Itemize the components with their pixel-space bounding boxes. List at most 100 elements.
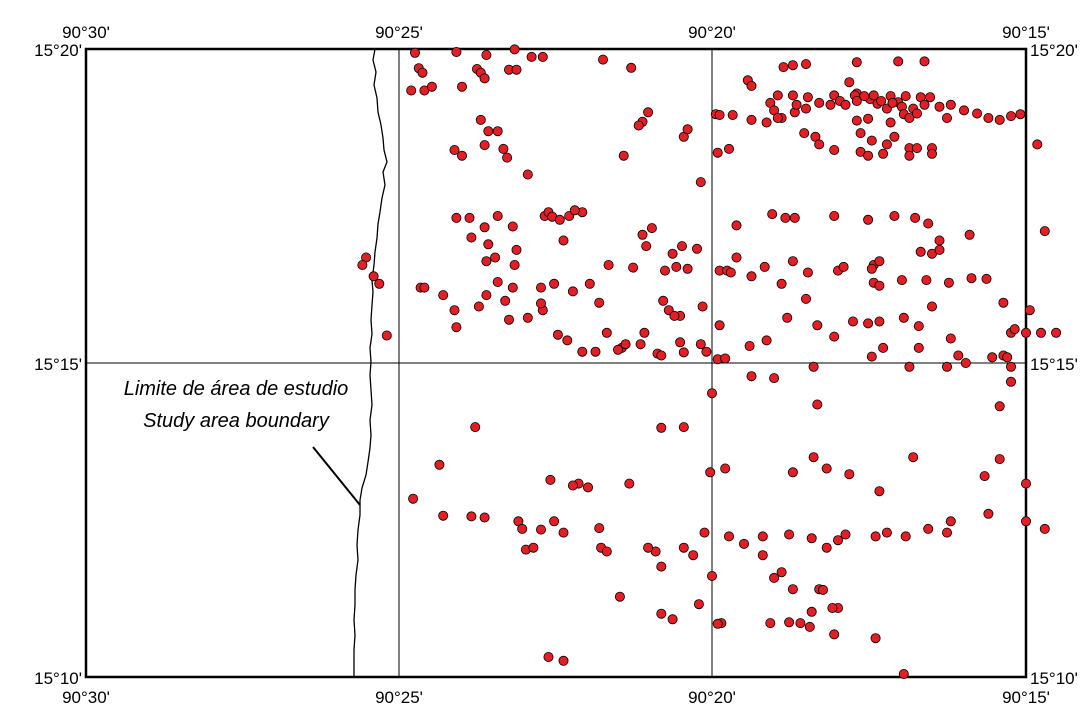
sample-point bbox=[959, 105, 970, 116]
sample-point bbox=[942, 361, 953, 372]
sample-point bbox=[490, 252, 501, 263]
sample-point bbox=[1006, 361, 1017, 372]
sample-point bbox=[656, 561, 667, 572]
sample-point bbox=[498, 143, 509, 154]
sample-point bbox=[921, 275, 932, 286]
sample-point bbox=[829, 629, 840, 640]
sample-point bbox=[727, 110, 738, 121]
sample-point bbox=[639, 327, 650, 338]
sample-point bbox=[567, 480, 578, 491]
sample-point bbox=[660, 265, 671, 276]
sample-point bbox=[919, 56, 930, 67]
sample-point bbox=[554, 214, 565, 225]
sample-point bbox=[851, 96, 862, 107]
sample-point bbox=[633, 120, 644, 131]
sample-point bbox=[731, 252, 742, 263]
bottom-tick-label: 90°30' bbox=[62, 688, 110, 707]
sample-point bbox=[693, 599, 704, 610]
sample-point bbox=[799, 128, 810, 139]
sample-point bbox=[678, 347, 689, 358]
sample-point bbox=[927, 148, 938, 159]
sample-point bbox=[812, 320, 823, 331]
sample-point bbox=[863, 150, 874, 161]
sample-point bbox=[972, 108, 983, 119]
sample-point bbox=[757, 531, 768, 542]
sample-point bbox=[945, 99, 956, 110]
sample-point bbox=[511, 244, 522, 255]
sample-point bbox=[357, 259, 368, 270]
sample-point bbox=[1006, 111, 1017, 122]
sample-point bbox=[821, 542, 832, 553]
sample-point bbox=[851, 115, 862, 126]
sample-point bbox=[925, 92, 936, 103]
sample-point bbox=[994, 401, 1005, 412]
sample-point bbox=[1036, 327, 1047, 338]
sample-point bbox=[1009, 324, 1020, 335]
sample-point bbox=[910, 212, 921, 223]
sample-point bbox=[594, 297, 605, 308]
sample-point bbox=[368, 271, 379, 282]
sample-point bbox=[772, 90, 783, 101]
bottom-tick-label: 90°15' bbox=[1002, 688, 1050, 707]
sample-point bbox=[893, 56, 904, 67]
sample-point bbox=[1039, 226, 1050, 237]
sample-point bbox=[966, 273, 977, 284]
sample-point bbox=[840, 529, 851, 540]
sample-point bbox=[776, 567, 787, 578]
sample-point bbox=[874, 256, 885, 267]
sample-point bbox=[712, 147, 723, 158]
sample-point bbox=[682, 263, 693, 274]
sample-point bbox=[772, 113, 783, 124]
sample-point bbox=[746, 114, 757, 125]
sample-point bbox=[594, 523, 605, 534]
sample-point bbox=[438, 290, 449, 301]
sample-point bbox=[720, 463, 731, 474]
sample-point bbox=[942, 527, 953, 538]
sample-point bbox=[613, 344, 624, 355]
sample-point bbox=[483, 239, 494, 250]
sample-point bbox=[789, 212, 800, 223]
sample-point bbox=[767, 209, 778, 220]
sample-point bbox=[724, 531, 735, 542]
sample-point bbox=[904, 150, 915, 161]
sample-point bbox=[456, 81, 467, 92]
sample-point bbox=[408, 493, 419, 504]
top-tick-label: 90°30' bbox=[62, 23, 110, 42]
sample-point bbox=[558, 655, 569, 666]
sample-point bbox=[536, 298, 547, 309]
sample-point bbox=[562, 335, 573, 346]
sample-point bbox=[449, 144, 460, 155]
sample-point bbox=[915, 246, 926, 257]
sample-point bbox=[483, 126, 494, 137]
sample-point bbox=[1039, 523, 1050, 534]
sample-point bbox=[808, 361, 819, 372]
sample-point bbox=[406, 85, 417, 96]
sample-point bbox=[618, 150, 629, 161]
sample-point bbox=[543, 652, 554, 663]
sample-point bbox=[994, 454, 1005, 465]
sample-point bbox=[620, 339, 631, 350]
sample-point bbox=[1021, 516, 1032, 527]
sample-point bbox=[522, 169, 533, 180]
top-tick-label: 90°20' bbox=[688, 23, 736, 42]
sample-point bbox=[707, 571, 718, 582]
sample-point bbox=[791, 99, 802, 110]
sample-point bbox=[481, 50, 492, 61]
sample-point bbox=[885, 117, 896, 128]
sample-point bbox=[874, 316, 885, 327]
sample-point bbox=[536, 524, 547, 535]
sample-point bbox=[765, 618, 776, 629]
sample-point bbox=[913, 342, 924, 353]
sample-point bbox=[669, 310, 680, 321]
sample-point bbox=[590, 346, 601, 357]
left-tick-label: 15°15' bbox=[34, 355, 82, 374]
sample-point bbox=[678, 542, 689, 553]
sample-point bbox=[981, 273, 992, 284]
sample-point bbox=[878, 148, 889, 159]
sample-point bbox=[778, 62, 789, 73]
sample-point bbox=[1051, 327, 1062, 338]
sample-point bbox=[656, 422, 667, 433]
sample-point bbox=[449, 305, 460, 316]
sample-point bbox=[567, 286, 578, 297]
sample-point bbox=[417, 67, 428, 78]
